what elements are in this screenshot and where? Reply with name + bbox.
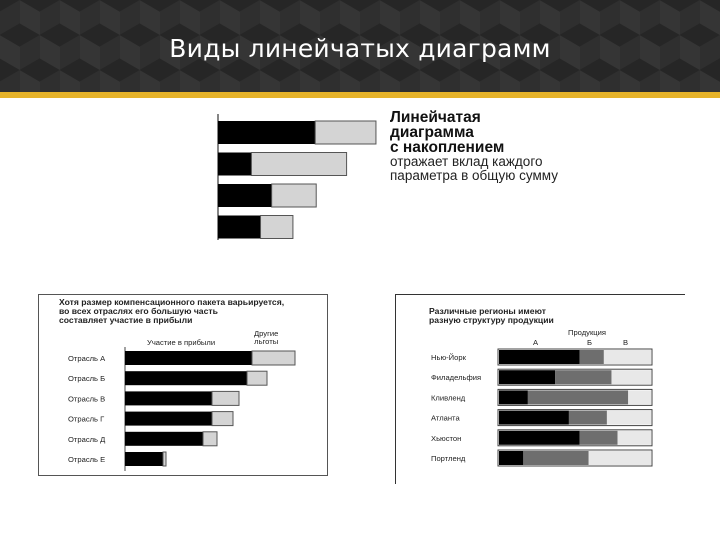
region-bar-s2-r4 — [568, 410, 607, 425]
caption-title-line1: Линейчатая — [390, 109, 481, 126]
industry-category-label: Отрасль Г — [68, 415, 104, 424]
legend-product-a: А — [533, 338, 539, 347]
industry-title-line3: составляет участие в прибыли — [59, 315, 193, 326]
industry-compensation-panel: Хотя размер компенсационного пакета варь… — [38, 294, 328, 476]
slide-header — [0, 0, 720, 92]
caption-desc-line1: отражает вклад каждого — [390, 154, 543, 169]
regions-title-line2: разную структуру продукции — [429, 315, 554, 326]
industry-category-label: Отрасль Е — [68, 455, 105, 464]
region-bar-frame-r3 — [497, 388, 653, 406]
legend-other-line2: льготы — [254, 337, 279, 346]
region-bar-s3-r2 — [611, 370, 651, 385]
region-category-label: Атланта — [431, 414, 460, 423]
region-bar-s1-r5 — [499, 430, 580, 445]
regions-product-panel: Различные регионы имеют разную структуру… — [395, 294, 685, 484]
industry-bar-s1-r1 — [125, 351, 252, 365]
regions-chart-title: Различные регионы имеют разную структуру… — [429, 306, 554, 326]
legend-product-title: Продукция — [568, 328, 606, 337]
region-bar-s3-r1 — [603, 350, 651, 364]
region-bar-s1-r4 — [499, 410, 569, 425]
region-category-label: Кливленд — [431, 393, 466, 402]
top-bar-s2-r1 — [314, 120, 377, 145]
region-category-label: Хьюстон — [431, 434, 461, 443]
industry-bar-s1-r3 — [125, 391, 212, 406]
region-bar-s3-r3 — [628, 390, 651, 405]
region-bar-s2-r5 — [579, 430, 618, 445]
header-accent-line — [0, 92, 720, 98]
industry-chart-title: Хотя размер компенсационного пакета варь… — [59, 297, 285, 326]
caption-desc-line2: параметра в общую сумму — [390, 168, 558, 183]
industry-bar-chart: Отрасль А Отрасль Б Отрасль В Отрасль Г Отра… — [68, 347, 296, 471]
region-bar-s3-r6 — [588, 451, 651, 465]
top-bar-s2-r4 — [260, 215, 294, 239]
regions-title-line1: Различные регионы имеют — [429, 306, 546, 316]
region-bar-frame-r6 — [497, 449, 653, 467]
region-bar-s1-r6 — [499, 451, 524, 465]
industry-bar-s2-r6 — [162, 451, 167, 467]
region-bar-s1-r2 — [499, 370, 556, 385]
industry-category-label: Отрасль В — [68, 394, 105, 403]
top-bar-s1-r3 — [218, 184, 272, 207]
caption-title-line3: с накоплением — [390, 139, 505, 156]
region-bar-frame-r2 — [497, 368, 653, 386]
industry-category-label: Отрасль Б — [68, 374, 105, 383]
region-bar-frame-r4 — [497, 409, 653, 427]
industry-bar-s1-r2 — [125, 371, 247, 386]
region-category-label: Портленд — [431, 454, 466, 463]
region-bar-s2-r6 — [523, 451, 589, 465]
industry-bar-s1-r5 — [125, 431, 203, 446]
legend-product-b: Б — [587, 338, 592, 347]
region-bar-s3-r5 — [617, 430, 651, 445]
regions-bar-chart: Нью-Йорк Филадельфия Кливленд Атланта Хьюсто… — [431, 348, 653, 467]
stacked-chart-caption: Линейчатая диаграмма с накоплением отраж… — [390, 110, 558, 183]
industry-bar-s1-r4 — [125, 411, 212, 426]
top-bar-s1-r2 — [218, 152, 252, 176]
top-bar-s1-r4 — [218, 215, 261, 239]
legend-other-line1: Другие — [254, 329, 279, 338]
region-bar-s1-r3 — [499, 390, 528, 405]
region-category-label: Филадельфия — [431, 373, 481, 382]
industry-bar-s2-r3 — [211, 390, 240, 406]
top-bar-s1-r1 — [218, 121, 316, 144]
region-bar-s2-r3 — [527, 390, 629, 405]
industry-title-line1: Хотя размер компенсационного пакета варь… — [59, 297, 285, 307]
top-bar-s2-r3 — [271, 183, 317, 208]
region-bar-frame-r5 — [497, 429, 653, 447]
industry-category-label: Отрасль А — [68, 354, 106, 363]
industry-category-label: Отрасль Д — [68, 435, 105, 444]
slide-title: Виды линейчатых диаграмм — [169, 34, 551, 63]
industry-bar-s2-r1 — [251, 350, 296, 366]
stacked-bar-chart-example — [217, 114, 377, 240]
industry-bar-s2-r5 — [202, 431, 218, 447]
industry-bar-s2-r4 — [211, 411, 234, 427]
caption-title-line2: диаграмма — [390, 124, 474, 141]
legend-product-c: В — [623, 338, 629, 347]
region-bar-s3-r4 — [606, 410, 651, 425]
region-bar-frame-r1 — [497, 348, 653, 366]
region-category-label: Нью-Йорк — [431, 353, 467, 362]
region-bar-s1-r1 — [499, 350, 580, 364]
industry-title-line2: во всех отраслях его большую часть — [59, 306, 218, 317]
legend-profit-share: Участие в прибыли — [147, 338, 216, 347]
top-bar-s2-r2 — [250, 152, 348, 176]
legend-other-benefits: Другие льготы — [254, 330, 278, 346]
industry-bar-s2-r2 — [246, 370, 268, 386]
industry-bar-s1-r6 — [125, 452, 163, 466]
region-bar-s2-r1 — [579, 350, 604, 364]
region-bar-s2-r2 — [555, 370, 612, 385]
